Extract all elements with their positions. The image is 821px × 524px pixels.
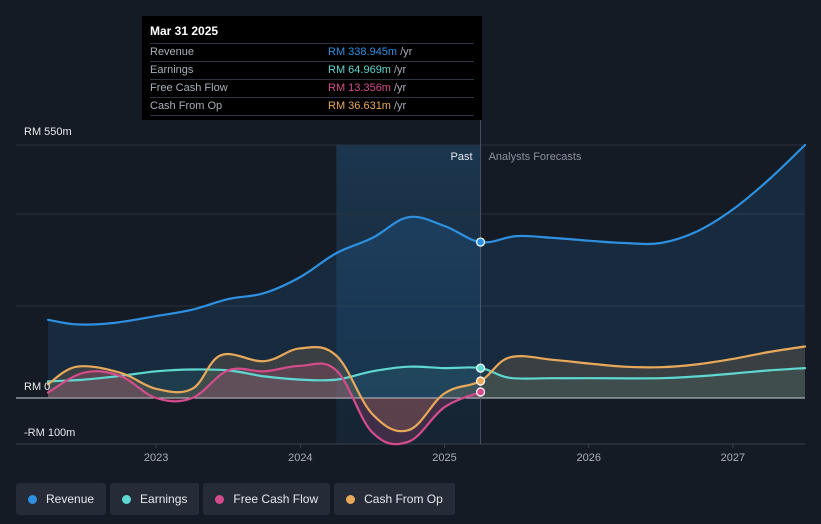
x-tick-label: 2024 bbox=[288, 452, 312, 464]
tooltip-value: RM 338.945m bbox=[328, 46, 398, 58]
x-tick-label: 2027 bbox=[721, 452, 745, 464]
series-line-free-cash-flow bbox=[46, 362, 482, 446]
legend-dot-icon bbox=[215, 494, 225, 504]
series-line-cash-from-op bbox=[46, 345, 807, 433]
tooltip-value: RM 36.631m bbox=[328, 100, 391, 112]
data-point-marker-revenue bbox=[475, 237, 486, 247]
chart-legend: Revenue Earnings Free Cash Flow Cash Fro… bbox=[16, 483, 455, 515]
tooltip-label: Free Cash Flow bbox=[150, 82, 228, 94]
tooltip-label: Revenue bbox=[150, 46, 195, 58]
series-area-revenue bbox=[48, 145, 805, 398]
tooltip-row-cash-from-op: Cash From Op RM 36.631m /yr bbox=[150, 97, 474, 116]
legend-item-revenue[interactable]: Revenue bbox=[16, 483, 107, 515]
legend-item-free-cash-flow[interactable]: Free Cash Flow bbox=[203, 483, 331, 515]
series-area-earnings bbox=[48, 366, 805, 398]
tooltip-row-free-cash-flow: Free Cash Flow RM 13.356m /yr bbox=[150, 79, 474, 97]
legend-item-cash-from-op[interactable]: Cash From Op bbox=[334, 483, 455, 515]
x-tick-label: 2026 bbox=[576, 452, 600, 464]
past-label: Past bbox=[451, 151, 473, 163]
tooltip-unit: /yr bbox=[393, 64, 407, 76]
tooltip-unit: /yr bbox=[393, 100, 407, 112]
x-tick-label: 2023 bbox=[144, 452, 168, 464]
tooltip-label: Earnings bbox=[150, 64, 194, 76]
tooltip-unit: /yr bbox=[393, 82, 407, 94]
series-line-revenue bbox=[46, 143, 807, 326]
tooltip-row-earnings: Earnings RM 64.969m /yr bbox=[150, 61, 474, 79]
tooltip-unit: /yr bbox=[400, 46, 413, 58]
tooltip-row-revenue: Revenue RM 338.945m /yr bbox=[150, 43, 474, 61]
forecast-label: Analysts Forecasts bbox=[489, 151, 582, 163]
legend-label: Free Cash Flow bbox=[233, 492, 319, 506]
y-tick-label: RM 0 bbox=[24, 381, 50, 393]
data-point-marker-cash-from-op bbox=[475, 376, 486, 386]
tooltip-date: Mar 31 2025 bbox=[150, 24, 219, 38]
data-point-marker-free-cash-flow bbox=[475, 387, 486, 397]
legend-dot-icon bbox=[346, 494, 356, 504]
legend-item-earnings[interactable]: Earnings bbox=[110, 483, 200, 515]
series-line-earnings bbox=[46, 365, 807, 383]
legend-label: Revenue bbox=[46, 492, 95, 506]
legend-label: Cash From Op bbox=[364, 492, 443, 506]
data-point-marker-earnings bbox=[475, 363, 486, 373]
tooltip-value: RM 13.356m bbox=[328, 82, 391, 94]
y-tick-label: -RM 100m bbox=[24, 427, 75, 439]
y-tick-label: RM 550m bbox=[24, 126, 72, 138]
legend-label: Earnings bbox=[140, 492, 188, 506]
legend-dot-icon bbox=[28, 494, 37, 504]
tooltip-value: RM 64.969m bbox=[328, 64, 391, 76]
series-area-free-cash-flow bbox=[48, 363, 481, 445]
legend-dot-icon bbox=[122, 494, 132, 504]
x-tick-label: 2025 bbox=[432, 452, 456, 464]
tooltip-label: Cash From Op bbox=[150, 100, 223, 112]
data-tooltip: Mar 31 2025 Revenue RM 338.945m /yr Earn… bbox=[142, 16, 482, 120]
